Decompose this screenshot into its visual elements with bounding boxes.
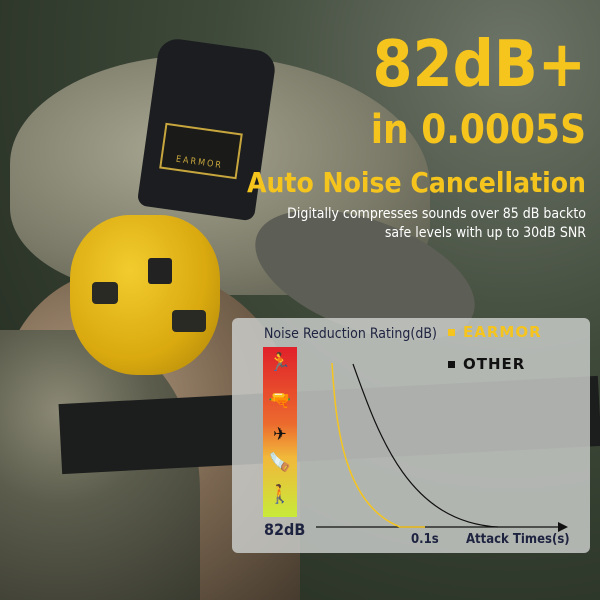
description: Digitally compresses sounds over 85 dB b… [286, 205, 586, 243]
legend-label: EARMOR [463, 323, 542, 341]
x-axis-arrow [558, 522, 568, 532]
legend-other: OTHER [448, 355, 525, 373]
x-axis-label: Attack Times(s) [466, 532, 570, 547]
noise-scale-bar [263, 347, 297, 517]
legend-label: OTHER [463, 355, 526, 373]
mic-grill [172, 310, 206, 332]
headline-db: 82dB+ [372, 28, 586, 102]
mic-grill [92, 282, 118, 304]
description-line: safe levels with up to 30dB SNR [384, 225, 586, 241]
airplane-icon: ✈ [273, 424, 287, 445]
lawnmower-icon: 🚶 [268, 484, 292, 505]
headline-feature: Auto Noise Cancellation [246, 166, 586, 199]
y-axis-label: 82dB [264, 520, 306, 539]
rifle-shooter-icon: 🏃 [268, 352, 292, 373]
legend-swatch [448, 361, 455, 368]
legend-earmor: EARMOR [448, 323, 542, 341]
earmuff-button [148, 258, 172, 284]
pistol-icon: 🔫 [268, 390, 292, 411]
headline-time: in 0.0005S [370, 107, 586, 153]
legend-swatch [448, 329, 455, 336]
x-tick-label: 0.1s [411, 532, 439, 547]
chainsaw-icon: 🪚 [268, 452, 292, 473]
other-curve [352, 363, 499, 528]
chart-title: Noise Reduction Rating(dB) [264, 326, 437, 342]
description-line: Digitally compresses sounds over 85 dB b… [287, 206, 586, 222]
earmor-curve [331, 362, 425, 528]
